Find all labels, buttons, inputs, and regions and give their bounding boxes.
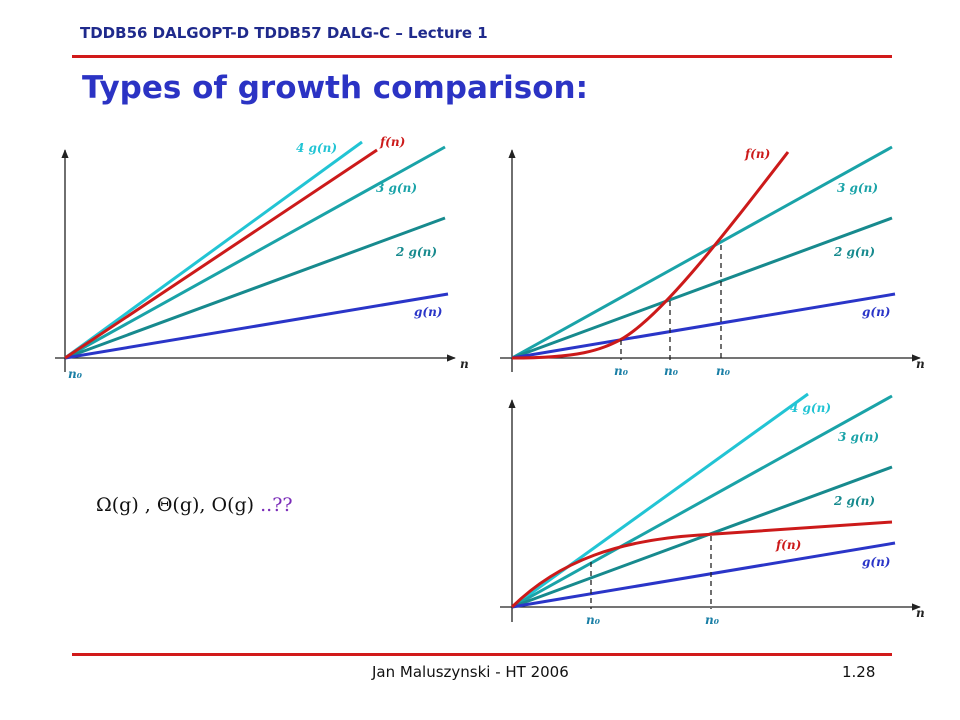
tr-line-g <box>511 292 896 360</box>
page-number: 1.28 <box>842 663 876 681</box>
left-line-g <box>64 292 449 360</box>
footer-author: Jan Maluszynski - HT 2006 <box>372 663 569 681</box>
left-n0-label: n₀ <box>68 367 83 381</box>
slide-title: Types of growth comparison: <box>82 70 589 106</box>
tr-axis-n: n <box>916 357 925 371</box>
bottom-divider <box>72 653 892 656</box>
left-line-f <box>64 148 378 360</box>
br-label-f: f(n) <box>775 538 801 552</box>
br-label-3g: 3 g(n) <box>838 430 879 444</box>
left-panel: 4 g(n) f(n) 3 g(n) 2 g(n) g(n) n n₀ <box>55 135 469 381</box>
br-label-g: g(n) <box>862 555 890 569</box>
left-label-f: f(n) <box>379 135 405 149</box>
br-line-2g <box>511 465 893 609</box>
formula-question: ..?? <box>254 494 293 516</box>
br-label-2g: 2 g(n) <box>833 494 875 508</box>
tr-label-g: g(n) <box>862 305 890 319</box>
left-line-3g <box>64 145 446 360</box>
tr-n0-label-1: n₀ <box>614 364 629 378</box>
br-label-4g: 4 g(n) <box>790 401 831 415</box>
tr-label-f: f(n) <box>744 147 770 161</box>
left-label-g: g(n) <box>414 305 442 319</box>
tr-label-2g: 2 g(n) <box>833 245 875 259</box>
tr-n0-label-2: n₀ <box>664 364 679 378</box>
br-axis-n: n <box>916 606 925 620</box>
course-header: TDDB56 DALGOPT-D TDDB57 DALG-C – Lecture… <box>80 24 488 42</box>
left-axis-n: n <box>460 357 469 371</box>
top-right-panel: f(n) 3 g(n) 2 g(n) g(n) n n₀ n₀ n₀ <box>500 145 925 378</box>
left-label-2g: 2 g(n) <box>395 245 437 259</box>
formula-text: Ω(g) , Θ(g), O(g) <box>96 494 255 516</box>
tr-line-2g <box>511 216 893 360</box>
left-label-3g: 3 g(n) <box>376 181 417 195</box>
br-n0-label-1: n₀ <box>586 613 601 627</box>
tr-line-3g <box>511 145 893 360</box>
br-n0-label-2: n₀ <box>705 613 720 627</box>
left-line-2g <box>64 216 446 360</box>
left-line-4g <box>64 140 363 360</box>
br-curve-f <box>510 520 893 609</box>
left-label-4g: 4 g(n) <box>296 141 337 155</box>
bottom-right-panel: 4 g(n) 3 g(n) 2 g(n) f(n) g(n) n n₀ n₀ <box>500 392 925 627</box>
asymptotic-notation-formula: Ω(g) , Θ(g), O(g) ..?? <box>96 494 293 516</box>
top-divider <box>72 55 892 58</box>
br-line-4g <box>511 392 809 609</box>
tr-label-3g: 3 g(n) <box>837 181 878 195</box>
br-line-3g <box>511 394 893 609</box>
tr-n0-label-3: n₀ <box>716 364 731 378</box>
br-line-g <box>511 541 896 609</box>
tr-curve-f <box>511 151 790 360</box>
